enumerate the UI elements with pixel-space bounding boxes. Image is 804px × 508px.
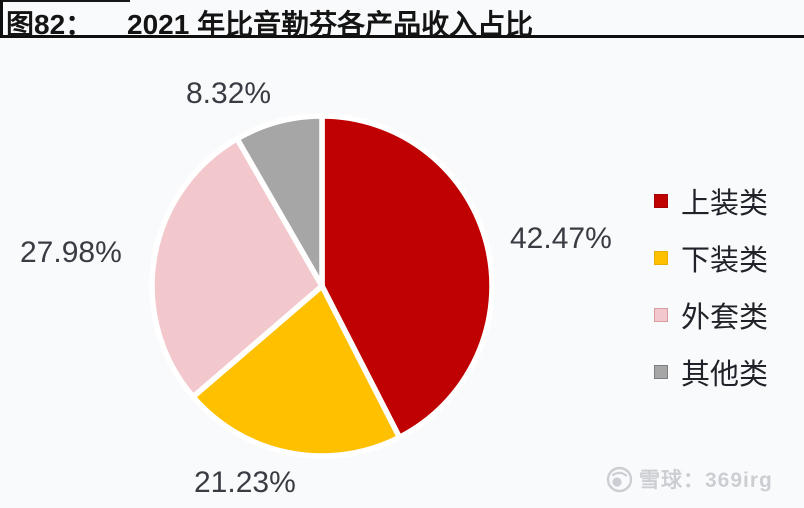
pie-slice-3 [234, 113, 325, 289]
pie-label-others: 8.32% [186, 77, 272, 110]
figure-number-label: 图82： [6, 9, 94, 40]
pie-slice-0 [319, 113, 495, 441]
pie-slice-1 [190, 283, 403, 459]
legend-swatch-others [654, 365, 668, 379]
legend-item: 外套类 [654, 298, 768, 334]
watermark: 雪球：369irg [606, 464, 773, 494]
legend-item: 上装类 [654, 184, 768, 220]
watermark-text: 雪球：369irg [639, 469, 773, 492]
legend-swatch-outerwear [654, 308, 668, 322]
chart-legend: 上装类 下装类 外套类 其他类 [654, 184, 768, 391]
pie-label-tops: 42.47% [510, 222, 612, 255]
pie-label-bottoms: 21.23% [194, 466, 296, 499]
legend-label: 上装类 [681, 188, 769, 220]
pie-label-outerwear: 27.98% [20, 236, 122, 269]
legend-label: 下装类 [681, 245, 769, 277]
pie-slice-2 [149, 135, 325, 400]
legend-item: 其他类 [654, 355, 768, 391]
figure-title: 2021 年比音勒芬各产品收入占比 [127, 9, 534, 40]
title-top-border [0, 0, 130, 2]
title-left-border [0, 0, 3, 36]
legend-swatch-bottoms [654, 251, 668, 265]
snowball-circle-icon [606, 466, 633, 492]
legend-item: 下装类 [654, 241, 768, 277]
figure-title-bar: 图82： 2021 年比音勒芬各产品收入占比 [0, 0, 804, 40]
legend-label: 其他类 [681, 359, 769, 391]
legend-label: 外套类 [681, 302, 769, 334]
legend-swatch-tops [654, 194, 668, 208]
